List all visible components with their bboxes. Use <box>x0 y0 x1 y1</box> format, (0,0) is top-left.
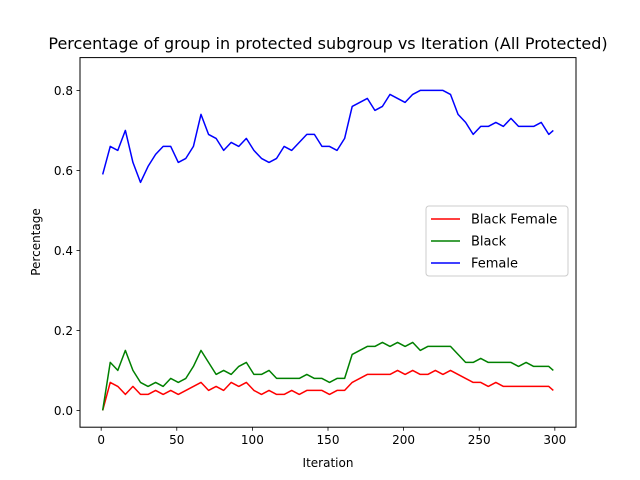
y-axis-label: Percentage <box>29 208 43 276</box>
x-tick-label: 200 <box>392 433 415 447</box>
legend-box <box>425 205 569 277</box>
x-tick-label: 0 <box>97 433 105 447</box>
x-tick-label: 50 <box>169 433 184 447</box>
y-tick-label: 0.0 <box>54 404 73 418</box>
series-line-3 <box>101 89 554 184</box>
series-line-1 <box>101 369 554 411</box>
series-line-2 <box>101 341 554 411</box>
x-axis: 0 50 100 150 200 250 300 <box>97 427 566 447</box>
x-tick-label: 100 <box>241 433 264 447</box>
legend-label: Black <box>471 235 507 250</box>
legend-label: Black Female <box>471 213 557 228</box>
y-tick-label: 0.8 <box>54 84 73 98</box>
legend-label: Female <box>471 257 518 272</box>
x-tick-label: 250 <box>468 433 491 447</box>
legend: Black Female Black Female <box>425 205 569 277</box>
y-tick-label: 0.2 <box>54 324 73 338</box>
plot-lines <box>101 89 554 411</box>
x-tick-label: 150 <box>317 433 340 447</box>
x-axis-label: Iteration <box>303 456 354 470</box>
chart-title: Percentage of group in protected subgrou… <box>48 34 607 53</box>
x-tick-label: 300 <box>543 433 566 447</box>
y-axis: 0.0 0.2 0.4 0.6 0.8 <box>54 84 80 418</box>
y-tick-label: 0.6 <box>54 164 73 178</box>
y-tick-label: 0.4 <box>54 244 73 258</box>
